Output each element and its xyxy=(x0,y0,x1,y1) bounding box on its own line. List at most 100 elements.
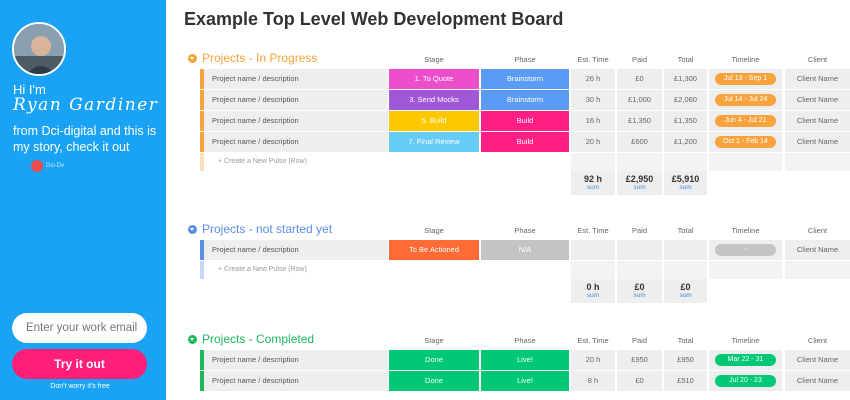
row-name[interactable]: Project name / description xyxy=(204,111,388,131)
total-cell[interactable] xyxy=(664,240,707,260)
column-header-total[interactable]: Total xyxy=(677,336,694,345)
est-cell[interactable]: 8 h xyxy=(571,371,615,391)
column-header-paid[interactable]: Paid xyxy=(631,336,647,345)
phase-cell[interactable]: Brainstorm xyxy=(481,69,569,89)
column-header-phase[interactable]: Phase xyxy=(514,226,536,235)
paid-cell[interactable]: £1,000 xyxy=(617,90,662,110)
table-row[interactable]: Project name / description 3. Send Mocks B… xyxy=(188,90,850,110)
row-name[interactable]: Project name / description xyxy=(204,132,388,152)
total-cell[interactable]: £1,350 xyxy=(664,111,707,131)
column-header-client[interactable]: Client xyxy=(807,336,828,345)
row-name[interactable]: Project name / description xyxy=(204,90,388,110)
group-title[interactable]: Projects - not started yet xyxy=(202,222,333,236)
table-row[interactable]: Project name / description Done Live! 8 h £0… xyxy=(188,371,850,391)
column-header-timeline[interactable]: Timeline xyxy=(731,55,760,64)
client-cell[interactable]: Client Name xyxy=(785,371,850,391)
timeline-pill[interactable]: Jul 13 - Sep 1 xyxy=(715,73,776,85)
paid-cell[interactable] xyxy=(617,240,662,260)
phase-cell[interactable]: Live! xyxy=(481,350,569,370)
phase-cell[interactable]: Live! xyxy=(481,371,569,391)
column-header-phase[interactable]: Phase xyxy=(514,336,536,345)
timeline-pill[interactable]: Jul 14 - Jul 24 xyxy=(715,94,776,106)
group-title[interactable]: Projects - In Progress xyxy=(202,51,318,65)
timeline-cell[interactable]: Mar 22 - 31 xyxy=(709,350,782,370)
timeline-pill[interactable]: Oct 1 - Feb 14 xyxy=(715,136,776,148)
column-header-phase[interactable]: Phase xyxy=(514,55,536,64)
est-cell[interactable]: 26 h xyxy=(571,69,615,89)
column-header-est[interactable]: Est. Time xyxy=(577,336,609,345)
client-cell[interactable]: Client Name xyxy=(785,240,850,260)
stage-cell[interactable]: 5. Build xyxy=(389,111,479,131)
client-cell[interactable]: Client Name xyxy=(785,132,850,152)
stage-cell[interactable]: 3. Send Mocks xyxy=(389,90,479,110)
paid-cell[interactable]: £600 xyxy=(617,132,662,152)
table-row[interactable]: Project name / description To Be Actioned… xyxy=(188,240,850,260)
row-name[interactable]: Project name / description xyxy=(204,371,388,391)
est-cell[interactable]: 20 h xyxy=(571,132,615,152)
timeline-cell[interactable]: Jul 13 - Sep 1 xyxy=(709,69,782,89)
total-cell[interactable]: £1,300 xyxy=(664,69,707,89)
timeline-cell[interactable]: Oct 1 - Feb 14 xyxy=(709,132,782,152)
add-pulse-link[interactable]: + Create a New Pulse (Row) xyxy=(218,266,307,273)
total-cell[interactable]: £510 xyxy=(664,371,707,391)
try-it-out-button[interactable]: Try it out xyxy=(12,349,147,379)
table-row[interactable]: Project name / description 7. Final Revie… xyxy=(188,132,850,152)
column-header-stage[interactable]: Stage xyxy=(424,55,444,64)
timeline-cell[interactable]: Jun 4 - Jul 21 xyxy=(709,111,782,131)
group-title[interactable]: Projects - Completed xyxy=(202,332,315,346)
column-header-total[interactable]: Total xyxy=(677,226,694,235)
row-name[interactable]: Project name / description xyxy=(204,240,388,260)
row-name[interactable]: Project name / description xyxy=(204,350,388,370)
column-header-est[interactable]: Est. Time xyxy=(577,55,609,64)
total-cell[interactable]: £950 xyxy=(664,350,707,370)
add-pulse-row[interactable]: + Create a New Pulse (Row) xyxy=(188,261,850,279)
phase-cell[interactable]: Brainstorm xyxy=(481,90,569,110)
timeline-pill[interactable]: Jun 4 - Jul 21 xyxy=(715,115,776,127)
phase-cell[interactable]: Build xyxy=(481,132,569,152)
column-header-timeline[interactable]: Timeline xyxy=(731,336,760,345)
email-input[interactable] xyxy=(12,313,147,343)
table-row[interactable]: Project name / description 5. Build Build 1… xyxy=(188,111,850,131)
client-cell[interactable]: Client Name xyxy=(785,111,850,131)
chevron-down-icon[interactable] xyxy=(188,54,197,63)
total-cell[interactable]: £2,060 xyxy=(664,90,707,110)
chevron-down-icon[interactable] xyxy=(188,225,197,234)
est-cell[interactable] xyxy=(571,240,615,260)
row-name[interactable]: Project name / description xyxy=(204,69,388,89)
table-row[interactable]: Project name / description Done Live! 20 h £… xyxy=(188,350,850,370)
client-cell[interactable]: Client Name xyxy=(785,350,850,370)
stage-cell[interactable]: 7. Final Review xyxy=(389,132,479,152)
est-cell[interactable]: 16 h xyxy=(571,111,615,131)
column-header-client[interactable]: Client xyxy=(807,226,828,235)
phase-cell[interactable]: Build xyxy=(481,111,569,131)
column-header-stage[interactable]: Stage xyxy=(424,336,444,345)
chevron-down-icon[interactable] xyxy=(188,335,197,344)
column-header-stage[interactable]: Stage xyxy=(424,226,444,235)
est-cell[interactable]: 20 h xyxy=(571,350,615,370)
column-header-client[interactable]: Client xyxy=(807,55,828,64)
add-pulse-row[interactable]: + Create a New Pulse (Row) xyxy=(188,153,850,171)
table-row[interactable]: Project name / description 1. To Quote Bra… xyxy=(188,69,850,89)
total-cell[interactable]: £1,200 xyxy=(664,132,707,152)
timeline-cell[interactable]: Jul 20 - 23 xyxy=(709,371,782,391)
stage-cell[interactable]: 1. To Quote xyxy=(389,69,479,89)
column-header-paid[interactable]: Paid xyxy=(631,55,647,64)
paid-cell[interactable]: £0 xyxy=(617,69,662,89)
stage-cell[interactable]: Done xyxy=(389,371,479,391)
column-header-est[interactable]: Est. Time xyxy=(577,226,609,235)
timeline-pill[interactable]: Mar 22 - 31 xyxy=(715,354,776,366)
timeline-pill[interactable]: Jul 20 - 23 xyxy=(715,375,776,387)
paid-cell[interactable]: £0 xyxy=(617,371,662,391)
phase-cell[interactable]: N/A xyxy=(481,240,569,260)
column-header-paid[interactable]: Paid xyxy=(631,226,647,235)
column-header-timeline[interactable]: Timeline xyxy=(731,226,760,235)
timeline-cell[interactable]: Jul 14 - Jul 24 xyxy=(709,90,782,110)
client-cell[interactable]: Client Name xyxy=(785,69,850,89)
paid-cell[interactable]: £1,350 xyxy=(617,111,662,131)
est-cell[interactable]: 30 h xyxy=(571,90,615,110)
timeline-cell[interactable]: - xyxy=(709,240,782,260)
add-pulse-link[interactable]: + Create a New Pulse (Row) xyxy=(218,158,307,165)
client-cell[interactable]: Client Name xyxy=(785,90,850,110)
paid-cell[interactable]: £950 xyxy=(617,350,662,370)
column-header-total[interactable]: Total xyxy=(677,55,694,64)
